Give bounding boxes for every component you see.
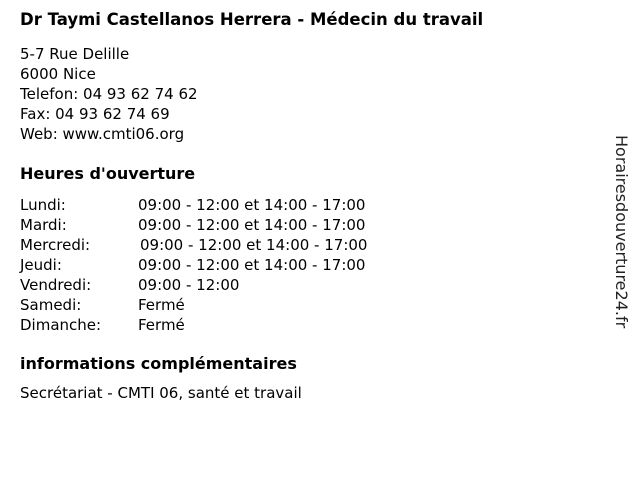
day-label: Lundi: xyxy=(20,196,66,214)
phone: Telefon: 04 93 62 74 62 xyxy=(20,85,198,103)
day-label: Jeudi: xyxy=(20,256,62,274)
hours-row: Mercredi: 09:00 - 12:00 et 14:00 - 17:00 xyxy=(20,235,367,255)
hours-row: Jeudi: 09:00 - 12:00 et 14:00 - 17:00 xyxy=(20,255,367,275)
day-label: Vendredi: xyxy=(20,276,92,294)
watermark: Horairesdouverture24.fr xyxy=(612,135,631,329)
day-label: Mercredi: xyxy=(20,236,91,254)
day-label: Dimanche: xyxy=(20,316,102,334)
day-hours: Fermé xyxy=(138,316,185,334)
hours-row: Samedi: Fermé xyxy=(20,295,367,315)
day-hours: 09:00 - 12:00 et 14:00 - 17:00 xyxy=(138,196,366,214)
day-label: Samedi: xyxy=(20,296,82,314)
fax: Fax: 04 93 62 74 69 xyxy=(20,105,170,123)
hours-row: Vendredi: 09:00 - 12:00 xyxy=(20,275,367,295)
day-label: Mardi: xyxy=(20,216,67,234)
address-block: 5-7 Rue Delille 6000 Nice Telefon: 04 93… xyxy=(20,44,198,144)
day-hours: Fermé xyxy=(138,296,185,314)
day-hours: 09:00 - 12:00 et 14:00 - 17:00 xyxy=(140,236,368,254)
hours-table: Lundi: 09:00 - 12:00 et 14:00 - 17:00 Mar… xyxy=(20,195,367,335)
street: 5-7 Rue Delille xyxy=(20,45,130,63)
hours-row: Dimanche: Fermé xyxy=(20,315,367,335)
info-text: Secrétariat - CMTI 06, santé et travail xyxy=(20,384,302,402)
day-hours: 09:00 - 12:00 et 14:00 - 17:00 xyxy=(138,216,366,234)
info-heading: informations complémentaires xyxy=(20,354,297,373)
day-hours: 09:00 - 12:00 xyxy=(138,276,240,294)
hours-heading: Heures d'ouverture xyxy=(20,164,196,183)
city: 6000 Nice xyxy=(20,65,96,83)
hours-row: Mardi: 09:00 - 12:00 et 14:00 - 17:00 xyxy=(20,215,367,235)
hours-row: Lundi: 09:00 - 12:00 et 14:00 - 17:00 xyxy=(20,195,367,215)
page-title: Dr Taymi Castellanos Herrera - Médecin d… xyxy=(20,10,484,29)
website: Web: www.cmti06.org xyxy=(20,125,185,143)
day-hours: 09:00 - 12:00 et 14:00 - 17:00 xyxy=(138,256,366,274)
